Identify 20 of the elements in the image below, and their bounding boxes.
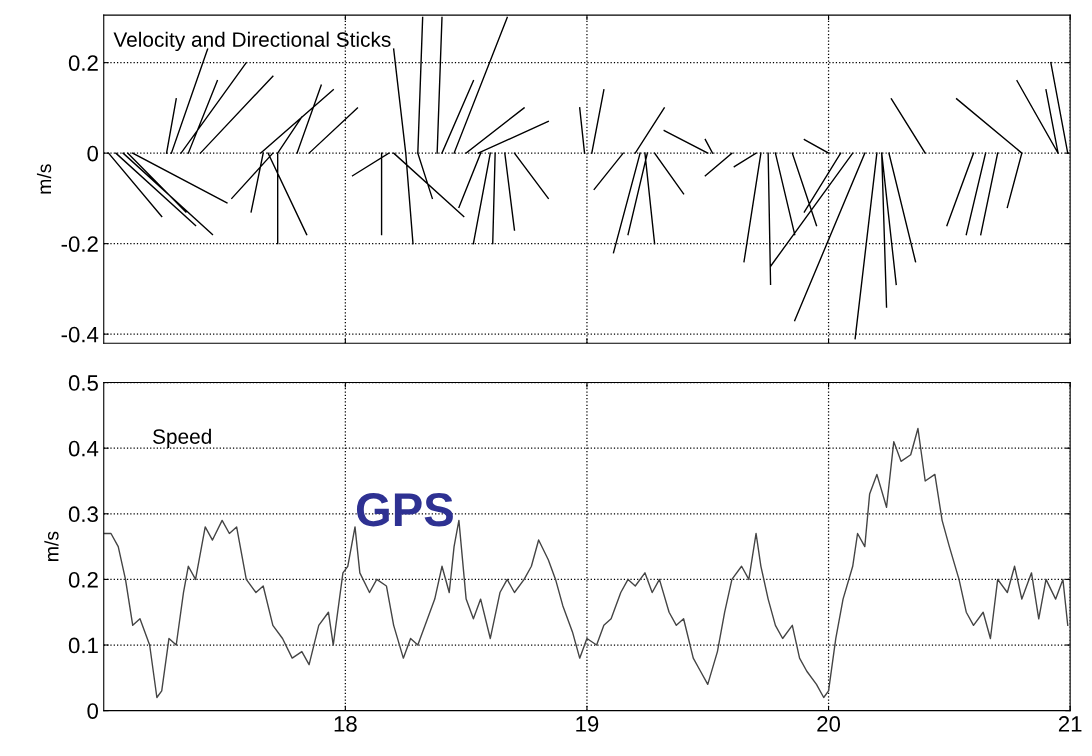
y-tick-label: 0.3 — [68, 506, 98, 523]
y-axis-title: m/s — [44, 531, 59, 561]
line-series — [103, 427, 1069, 699]
y-tick-label: 0.1 — [68, 637, 98, 654]
annotation: Velocity and Directional Sticks — [113, 31, 391, 52]
x-tick-label: 18 — [334, 716, 357, 732]
annotation: Speed — [153, 428, 211, 449]
x-tick-label: 21 — [1058, 716, 1082, 732]
y-tick-label: 0.2 — [68, 571, 98, 588]
y-tick-label: -0.4 — [61, 326, 99, 343]
x-tick-label: 20 — [817, 716, 841, 732]
x-tick-label: 19 — [576, 716, 599, 732]
y-tick-label: 0.4 — [68, 440, 99, 457]
y-tick-label: 0 — [87, 145, 99, 162]
y-tick-label: 0 — [87, 703, 99, 719]
y-tick-label: -0.2 — [61, 236, 98, 252]
annotation: GPS — [356, 493, 453, 527]
y-tick-label: 0.5 — [68, 375, 98, 391]
y-tick-label: 0.2 — [68, 55, 98, 71]
y-axis-title: m/s — [36, 164, 52, 194]
